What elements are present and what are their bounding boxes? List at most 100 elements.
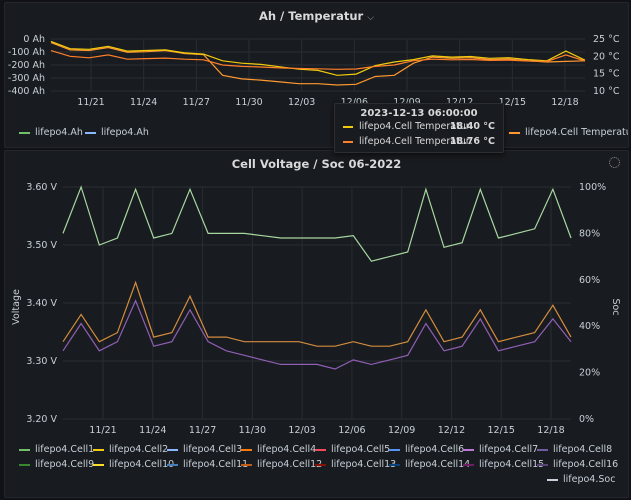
legend-swatch	[19, 131, 30, 134]
legend-label: lifepo4.Cell6	[405, 444, 465, 455]
x-tick-label: 12/12	[446, 97, 473, 108]
series-line	[50, 40, 586, 76]
legend-swatch	[509, 131, 520, 134]
legend-label: lifepo4.Cell14	[405, 459, 471, 470]
legend-label: lifepo4.Soc	[563, 474, 616, 485]
legend-label: lifepo4.Cell9	[35, 459, 95, 470]
y-left-tick-label: 3.60 V	[26, 182, 57, 193]
y-left-tick-label: -200 Ah	[8, 60, 45, 71]
y-axis-title-left: Voltage	[11, 289, 22, 325]
legend-swatch	[85, 131, 96, 134]
chevron-down-icon[interactable]: ⌵	[367, 13, 375, 23]
y-right-tick-label: 40%	[579, 321, 600, 332]
panel-title[interactable]: Ah / Temperatur ⌵	[5, 9, 628, 23]
y-right-tick-label: 60%	[579, 275, 600, 286]
x-tick-label: 12/06	[341, 97, 368, 108]
x-tick-label: 12/18	[537, 425, 564, 436]
tooltip-swatch	[343, 141, 353, 143]
legend-item[interactable]: lifepo4.Soc	[547, 474, 615, 485]
legend-label: lifepo4.Cell2	[109, 444, 169, 455]
y-left-tick-label: -300 Ah	[8, 73, 45, 84]
legend-label: lifepo4.Ah	[35, 127, 83, 138]
y-left-tick-label: 3.50 V	[26, 240, 57, 251]
y-right-tick-label: 20 °C	[593, 51, 620, 62]
legend-item[interactable]: lifepo4.Cell11	[167, 459, 248, 470]
legend-swatch	[241, 448, 252, 451]
tooltip-row: lifepo4.Cell Temperatur: 18.40 °C	[335, 119, 503, 134]
legend-swatch	[167, 448, 178, 451]
y-axis-title-right: Soc	[610, 298, 621, 315]
legend-swatch	[19, 448, 30, 451]
cell-voltage-chart[interactable]: 3.60 V 3.50 V 3.40 V 3.30 V 3.20 V 100% 80% 60%…	[5, 151, 628, 451]
legend-label: lifepo4.Cell10	[109, 459, 175, 470]
x-tick-label: 12/18	[551, 97, 578, 108]
legend-swatch	[167, 463, 178, 466]
x-tick-label: 11/21	[89, 425, 116, 436]
legend-item[interactable]: lifepo4.Ah	[19, 127, 83, 138]
x-tick-label: 11/24	[139, 425, 166, 436]
y-right-tick-label: 20%	[579, 368, 600, 379]
x-tick-label: 12/06	[338, 425, 365, 436]
legend-item[interactable]: lifepo4.Cell Temperatur	[509, 127, 628, 138]
x-tick-label: 12/15	[499, 97, 526, 108]
x-tick-label: 12/15	[488, 425, 515, 436]
panel-title[interactable]: Cell Voltage / Soc 06-2022	[231, 157, 402, 171]
legend-item[interactable]: lifepo4.Cell12	[241, 459, 322, 470]
legend-swatch	[463, 463, 474, 466]
legend-item[interactable]: lifepo4.Cell5	[315, 444, 390, 455]
legend-label: lifepo4.Cell4	[257, 444, 317, 455]
y-left-tick-label: 0 Ah	[23, 34, 45, 45]
legend-item[interactable]: lifepo4.Ah	[85, 127, 149, 138]
legend-item[interactable]: lifepo4.Cell14	[389, 459, 470, 470]
legend-label: lifepo4.Ah	[101, 127, 149, 138]
tooltip-value: 18.76 °C	[449, 136, 495, 147]
legend-swatch	[463, 448, 474, 451]
legend-item[interactable]: lifepo4.Cell1	[19, 444, 94, 455]
legend-swatch	[315, 463, 326, 466]
legend-label: lifepo4.Cell11	[183, 459, 249, 470]
legend-label: lifepo4.Cell5	[331, 444, 391, 455]
hover-tooltip: 2023-12-13 06:00:00 lifepo4.Cell Tempera…	[334, 103, 504, 153]
y-right-tick-label: 0%	[579, 414, 594, 425]
legend-item[interactable]: lifepo4.Cell2	[93, 444, 168, 455]
legend-item[interactable]: lifepo4.Cell16	[537, 459, 618, 470]
y-right-tick-label: 100%	[579, 182, 606, 193]
legend-item[interactable]: lifepo4.Cell15	[463, 459, 544, 470]
y-right-tick-label: 15 °C	[593, 69, 620, 80]
x-tick-label: 11/27	[183, 97, 210, 108]
legend-item[interactable]: lifepo4.Cell9	[19, 459, 94, 470]
x-tick-label: 11/30	[239, 425, 266, 436]
legend-swatch	[537, 463, 548, 466]
x-tick-label: 12/03	[288, 425, 315, 436]
legend-swatch	[547, 478, 558, 481]
legend-item[interactable]: lifepo4.Cell13	[315, 459, 396, 470]
tooltip-swatch	[343, 126, 353, 128]
tooltip-row: lifepo4.Cell Temperatur: 18.76 °C	[335, 134, 503, 149]
legend-item[interactable]: lifepo4.Cell8	[537, 444, 612, 455]
legend-item[interactable]: lifepo4.Cell4	[241, 444, 316, 455]
ah-temperature-chart[interactable]: 0 Ah -100 Ah -200 Ah -300 Ah -400 Ah 25 °C 20 …	[5, 3, 628, 147]
series-line	[62, 185, 572, 262]
legend-swatch	[389, 463, 400, 466]
legend-label: lifepo4.Cell7	[479, 444, 539, 455]
tooltip-series-name: lifepo4.Cell Temperatur:	[359, 121, 473, 132]
y-left-tick-label: 3.20 V	[26, 414, 57, 425]
legend-item[interactable]: lifepo4.Cell6	[389, 444, 464, 455]
legend-swatch	[315, 448, 326, 451]
y-left-tick-label: 3.30 V	[26, 356, 57, 367]
legend-item[interactable]: lifepo4.Cell10	[93, 459, 174, 470]
x-tick-label: 11/24	[130, 97, 157, 108]
legend-item[interactable]: lifepo4.Cell7	[463, 444, 538, 455]
legend-swatch	[241, 463, 252, 466]
legend-swatch	[93, 448, 104, 451]
tooltip-series-name: lifepo4.Cell Temperatur:	[359, 136, 473, 147]
tooltip-time: 2023-12-13 06:00:00	[360, 108, 478, 119]
y-left-tick-label: -100 Ah	[8, 47, 45, 58]
legend-swatch	[93, 463, 104, 466]
legend-item[interactable]: lifepo4.Cell3	[167, 444, 242, 455]
legend-label: lifepo4.Cell8	[553, 444, 613, 455]
y-left-tick-label: -400 Ah	[8, 86, 45, 97]
x-tick-label: 12/03	[288, 97, 315, 108]
bottom-legend: lifepo4.Cell1 lifepo4.Cell2 lifepo4.Cell3 l…	[19, 444, 624, 494]
series-line	[50, 42, 586, 86]
